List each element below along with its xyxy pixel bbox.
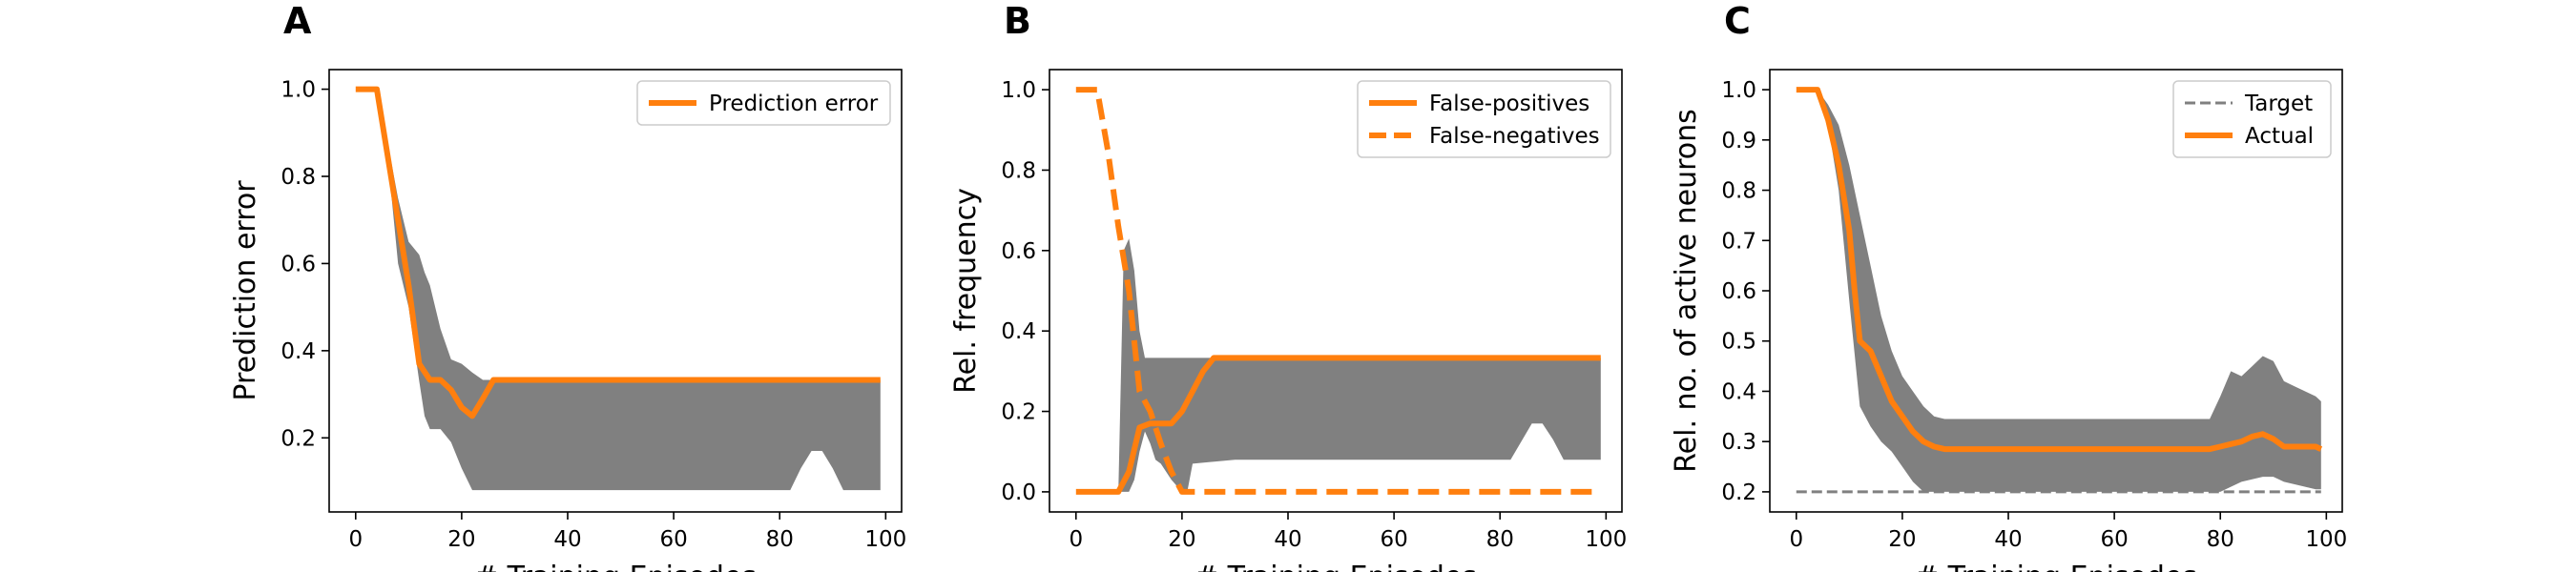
x-tick-label: 40 <box>553 527 581 552</box>
series-line-prediction-error <box>355 86 881 419</box>
y-axis-label: Prediction error <box>229 180 262 401</box>
x-axis-label: # Training Episodes <box>1195 561 1477 572</box>
chart-panel-a: 0 20 40 60 80 100 0.2 0.4 0.6 0.8 1.0 # Training Ep… <box>229 0 906 572</box>
x-tick-label: 40 <box>1274 527 1301 552</box>
chart-panel-b: 0 20 40 60 80 100 0.0 0.2 0.4 0.6 0.8 1.0 # Training… <box>949 0 1627 572</box>
legend-box <box>1357 80 1611 158</box>
shaded-band <box>1075 238 1601 492</box>
legend: Target Actual <box>2172 80 2332 158</box>
y-tick-label: 0.8 <box>280 165 316 190</box>
y-tick-label: 0.6 <box>1001 239 1036 264</box>
y-tick-label: 0.4 <box>280 339 316 364</box>
x-tick-label: 20 <box>1168 527 1195 552</box>
x-tick-label: 80 <box>1486 527 1514 552</box>
series-line-false-negatives <box>1075 87 1601 495</box>
x-tick-label: 0 <box>348 527 363 552</box>
x-tick-label: 60 <box>659 527 687 552</box>
legend-label: Prediction error <box>709 92 879 116</box>
y-tick-label: 0.6 <box>1721 279 1756 304</box>
x-tick-label: 0 <box>1069 527 1083 552</box>
y-axis-label: Rel. frequency <box>949 188 983 394</box>
legend: Prediction error <box>636 80 891 126</box>
y-tick-label: 0.2 <box>280 426 316 451</box>
y-tick-label: 0.8 <box>1001 158 1036 183</box>
x-tick-label: 20 <box>447 527 475 552</box>
y-axis-label: Rel. no. of active neurons <box>1670 109 1703 473</box>
y-tick-label: 0.2 <box>1001 400 1036 425</box>
shaded-band <box>1796 90 2321 492</box>
legend-label: Actual <box>2245 124 2314 149</box>
y-tick-label: 0.4 <box>1721 379 1756 404</box>
y-tick-label: 0.8 <box>1721 179 1756 204</box>
y-tick-label: 0.5 <box>1721 330 1756 355</box>
x-tick-label: 100 <box>2305 527 2347 552</box>
legend: False-positives False-negatives <box>1357 80 1611 158</box>
x-tick-label: 60 <box>2100 527 2128 552</box>
legend-box <box>636 80 891 126</box>
y-tick-label: 0.0 <box>1001 480 1036 505</box>
x-tick-label: 80 <box>766 527 794 552</box>
panel-label: C <box>1724 0 1751 42</box>
legend-label: False-negatives <box>1429 124 1600 149</box>
x-tick-label: 100 <box>1585 527 1627 552</box>
y-tick-label: 0.4 <box>1001 319 1036 344</box>
y-tick-label: 0.7 <box>1721 229 1756 254</box>
x-axis-label: # Training Episodes <box>474 561 757 572</box>
y-tick-label: 1.0 <box>280 78 316 103</box>
y-tick-label: 0.3 <box>1721 430 1756 455</box>
series-line-false-positives <box>1075 355 1601 495</box>
legend-label: False-positives <box>1429 92 1589 116</box>
axes-frame <box>328 69 903 513</box>
y-tick-label: 1.0 <box>1721 78 1756 103</box>
shaded-band <box>355 89 881 491</box>
x-axis-label: # Training Episodes <box>1915 561 2197 572</box>
x-tick-label: 20 <box>1888 527 1916 552</box>
panel-label: A <box>283 0 312 42</box>
y-tick-label: 1.0 <box>1001 78 1036 103</box>
y-tick-label: 0.9 <box>1721 129 1756 153</box>
series-line-actual <box>1796 87 2323 453</box>
y-tick-label: 0.6 <box>280 252 316 276</box>
x-tick-label: 80 <box>2207 527 2234 552</box>
panel-label: B <box>1004 0 1031 42</box>
x-tick-label: 100 <box>864 527 906 552</box>
x-tick-label: 60 <box>1380 527 1407 552</box>
x-tick-label: 40 <box>1994 527 2022 552</box>
axes-frame <box>1049 69 1623 513</box>
y-tick-label: 0.2 <box>1721 480 1756 505</box>
legend-label: Target <box>2244 92 2313 116</box>
chart-panel-c: 0 20 40 60 80 100 0.2 0.3 0.4 0.5 0.6 0.7 0.8 0.9 1.0 #… <box>1670 0 2347 572</box>
x-tick-label: 0 <box>1789 527 1803 552</box>
